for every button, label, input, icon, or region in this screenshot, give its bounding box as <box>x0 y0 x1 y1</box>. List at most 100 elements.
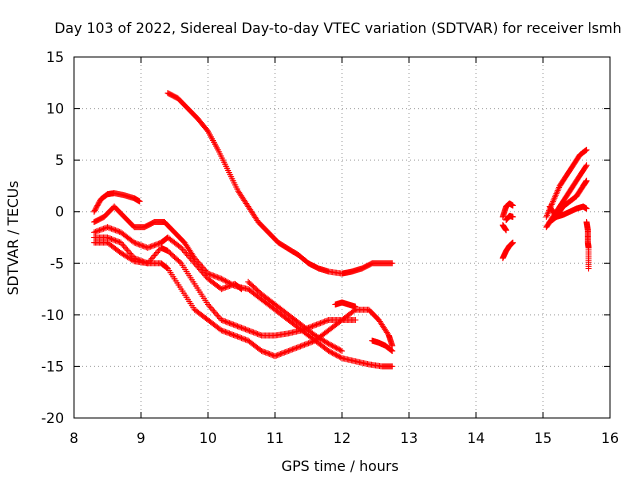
data-point <box>301 341 308 348</box>
data-point <box>328 342 335 349</box>
data-point <box>176 243 183 250</box>
data-point <box>325 340 332 347</box>
data-point <box>509 202 516 209</box>
y-tick-label: 0 <box>55 205 64 221</box>
data-point <box>334 345 341 352</box>
data-point <box>95 227 102 234</box>
data-point <box>298 327 305 334</box>
data-point <box>219 285 226 292</box>
data-point <box>109 236 116 243</box>
data-point <box>321 318 328 325</box>
series-track-12 <box>499 239 516 262</box>
data-point <box>124 247 131 254</box>
data-point <box>131 239 138 246</box>
data-point <box>326 348 333 355</box>
data-point <box>387 346 394 353</box>
x-tick-label: 8 <box>70 431 79 447</box>
data-point <box>265 350 272 357</box>
y-axis-label: SDTVAR / TECUs <box>6 181 22 296</box>
data-point <box>296 343 303 350</box>
y-tick-label: 5 <box>55 153 64 169</box>
x-tick-label: 12 <box>333 431 351 447</box>
data-point <box>221 318 228 325</box>
data-point <box>298 342 305 349</box>
data-point <box>313 321 320 328</box>
data-point <box>105 235 112 242</box>
data-point <box>105 224 112 231</box>
data-point <box>223 319 230 326</box>
data-point <box>230 331 237 338</box>
data-point <box>288 346 295 353</box>
data-point <box>253 330 260 337</box>
x-tick-label: 11 <box>266 431 284 447</box>
data-point <box>176 259 183 266</box>
x-tick-label: 14 <box>467 431 485 447</box>
data-point <box>285 347 292 354</box>
data-point <box>229 331 236 338</box>
data-point <box>325 347 332 354</box>
data-point <box>97 226 104 233</box>
data-point <box>286 347 293 354</box>
data-point <box>237 285 244 292</box>
data-point <box>107 235 114 242</box>
data-point <box>150 254 157 261</box>
data-point <box>221 277 228 284</box>
data-point <box>245 327 252 334</box>
data-point <box>254 330 261 337</box>
data-point <box>207 271 214 278</box>
x-tick-label: 16 <box>601 431 619 447</box>
data-point <box>330 343 337 350</box>
data-point <box>308 323 315 330</box>
data-point <box>117 239 124 246</box>
data-point <box>215 274 222 281</box>
data-point <box>219 276 226 283</box>
data-point <box>234 323 241 330</box>
data-point <box>219 327 226 334</box>
data-point <box>235 323 242 330</box>
data-point <box>389 363 396 370</box>
data-point <box>280 350 287 357</box>
data-point <box>92 228 99 235</box>
data-point <box>290 345 297 352</box>
data-point <box>226 282 233 289</box>
data-point <box>225 319 232 326</box>
data-point <box>320 319 327 326</box>
plot-frame <box>73 56 611 419</box>
data-point <box>328 349 335 356</box>
data-point <box>206 303 213 310</box>
y-tick-label: -10 <box>41 308 64 324</box>
data-point <box>112 227 119 234</box>
data-point <box>583 162 590 169</box>
data-point <box>304 340 311 347</box>
data-point <box>297 343 304 350</box>
data-point <box>109 226 116 233</box>
data-point <box>339 347 345 354</box>
data-point <box>274 352 281 359</box>
data-point <box>332 351 339 358</box>
data-point <box>292 345 299 352</box>
data-point <box>154 249 161 256</box>
data-point <box>312 322 319 329</box>
grid <box>73 56 611 419</box>
data-point <box>218 327 225 334</box>
data-point <box>582 147 589 154</box>
data-point <box>121 244 128 251</box>
data-point <box>329 350 336 357</box>
data-point <box>277 351 284 358</box>
data-marks <box>91 90 592 370</box>
chart-title: Day 103 of 2022, Sidereal Day-to-day VTE… <box>55 21 622 37</box>
data-point <box>273 352 280 359</box>
data-point <box>140 243 147 250</box>
data-point <box>306 339 313 346</box>
data-point <box>211 273 218 280</box>
data-point <box>257 331 264 338</box>
data-point <box>213 273 220 280</box>
data-point <box>108 225 115 232</box>
series-track-16 <box>546 177 590 220</box>
data-point <box>223 284 230 291</box>
data-point <box>585 265 592 272</box>
data-point <box>233 333 240 340</box>
series-track-14 <box>543 146 590 220</box>
data-point <box>155 240 162 247</box>
